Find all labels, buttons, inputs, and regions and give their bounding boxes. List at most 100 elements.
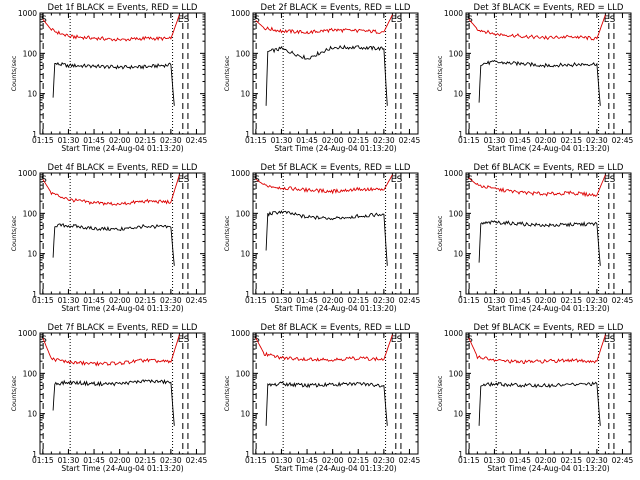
y-tick-label: 100	[236, 49, 251, 58]
plot-frame	[465, 12, 632, 135]
marker-label: E	[604, 15, 610, 25]
y-tick-label: 1000	[18, 9, 37, 18]
x-tick-label: 01:45	[296, 136, 318, 145]
plot-frame	[39, 12, 206, 135]
panel-1: Det 1f BLACK = Events, RED = LLD 1 10 100 10…	[10, 3, 207, 153]
series-events-line	[478, 220, 601, 266]
y-tick-label: 100	[23, 209, 38, 218]
marker-label: E	[604, 175, 610, 185]
x-tick-label: 02:45	[186, 296, 208, 305]
x-tick-label: 01:45	[83, 456, 105, 465]
x-tick-label: 02:00	[322, 296, 344, 305]
x-tick-label: 01:45	[509, 136, 531, 145]
y-axis-label: Counts/sec	[223, 215, 231, 251]
x-tick-label: 02:00	[109, 296, 131, 305]
x-tick-label: 02:00	[322, 136, 344, 145]
chart-title: Det 8f BLACK = Events, RED = LLD	[261, 323, 411, 333]
x-tick-label: 01:45	[296, 296, 318, 305]
x-tick-label: 01:15	[245, 456, 267, 465]
x-axis-label: Start Time (24-Aug-04 01:13:20)	[61, 464, 183, 473]
y-tick-label: 1	[245, 290, 250, 299]
x-tick-label: 01:15	[458, 136, 480, 145]
marker-label: E	[604, 335, 610, 345]
panel-2: Det 2f BLACK = Events, RED = LLD 1 10 100 10…	[223, 3, 420, 153]
marker-label: S	[610, 15, 616, 25]
y-axis-label: Counts/sec	[10, 55, 18, 91]
y-tick-label: 1000	[444, 329, 463, 338]
x-axis-label: Start Time (24-Aug-04 01:13:20)	[487, 464, 609, 473]
x-tick-label: 01:30	[271, 456, 293, 465]
marker-label: S	[467, 175, 473, 185]
plot-frame	[252, 172, 419, 295]
x-tick-label: 02:15	[134, 136, 156, 145]
plot-frame	[39, 332, 206, 455]
series-lld-line	[42, 174, 180, 206]
x-tick-label: 01:30	[484, 296, 506, 305]
series-events-line	[265, 44, 388, 106]
x-tick-label: 02:30	[373, 296, 395, 305]
x-tick-label: 01:30	[484, 136, 506, 145]
y-tick-label: 1000	[18, 169, 37, 178]
y-tick-label: 10	[453, 410, 463, 419]
x-tick-label: 02:45	[399, 296, 421, 305]
series-events-line	[265, 381, 388, 426]
x-tick-label: 02:15	[560, 296, 582, 305]
marker-label: S	[41, 15, 47, 25]
x-tick-label: 01:15	[32, 296, 54, 305]
x-tick-label: 02:00	[535, 136, 557, 145]
x-tick-label: 02:00	[109, 456, 131, 465]
x-tick-label: 02:00	[535, 456, 557, 465]
panel-7: Det 7f BLACK = Events, RED = LLD 1 10 100 10…	[10, 323, 207, 473]
x-tick-label: 01:45	[509, 296, 531, 305]
chart-title: Det 3f BLACK = Events, RED = LLD	[474, 3, 624, 13]
x-axis-label: Start Time (24-Aug-04 01:13:20)	[487, 304, 609, 313]
x-tick-label: 02:15	[347, 456, 369, 465]
y-tick-label: 1	[458, 450, 463, 459]
chart-title: Det 9f BLACK = Events, RED = LLD	[474, 323, 624, 333]
y-axis-label: Counts/sec	[10, 215, 18, 251]
marker-label: E	[391, 335, 397, 345]
series-events-line	[265, 210, 388, 266]
y-tick-label: 100	[449, 209, 464, 218]
y-tick-label: 10	[453, 250, 463, 259]
series-lld-line	[42, 334, 180, 367]
x-axis-label: Start Time (24-Aug-04 01:13:20)	[274, 464, 396, 473]
series-lld-line	[42, 14, 180, 42]
series-lld-line	[468, 334, 606, 364]
marker-label: S	[184, 175, 190, 185]
plot-frame	[465, 172, 632, 295]
x-tick-label: 02:00	[535, 296, 557, 305]
x-tick-label: 01:30	[58, 456, 80, 465]
x-tick-label: 02:45	[186, 136, 208, 145]
y-tick-label: 10	[240, 410, 250, 419]
marker-label: S	[41, 175, 47, 185]
y-tick-label: 10	[240, 250, 250, 259]
marker-label: E	[391, 15, 397, 25]
x-tick-label: 02:30	[160, 456, 182, 465]
x-tick-label: 02:45	[612, 136, 634, 145]
x-axis-label: Start Time (24-Aug-04 01:13:20)	[274, 144, 396, 153]
y-tick-label: 100	[449, 49, 464, 58]
x-tick-label: 02:45	[399, 136, 421, 145]
x-tick-label: 02:15	[347, 136, 369, 145]
marker-label: S	[254, 15, 260, 25]
x-tick-label: 01:30	[58, 296, 80, 305]
x-tick-label: 02:00	[322, 456, 344, 465]
series-lld-line	[255, 174, 393, 195]
series-lld-line	[255, 334, 393, 362]
y-tick-label: 1000	[231, 329, 250, 338]
chart-title: Det 4f BLACK = Events, RED = LLD	[48, 163, 198, 173]
x-tick-label: 02:30	[586, 456, 608, 465]
chart-title: Det 7f BLACK = Events, RED = LLD	[48, 323, 198, 333]
marker-label: E	[391, 175, 397, 185]
series-events-line	[52, 378, 175, 426]
y-tick-label: 10	[27, 250, 37, 259]
y-axis-label: Counts/sec	[10, 375, 18, 411]
y-axis-label: Counts/sec	[436, 375, 444, 411]
series-lld-line	[255, 14, 393, 35]
y-tick-label: 100	[23, 369, 38, 378]
y-tick-label: 1	[458, 290, 463, 299]
y-axis-label: Counts/sec	[223, 375, 231, 411]
series-lld-line	[468, 14, 606, 41]
